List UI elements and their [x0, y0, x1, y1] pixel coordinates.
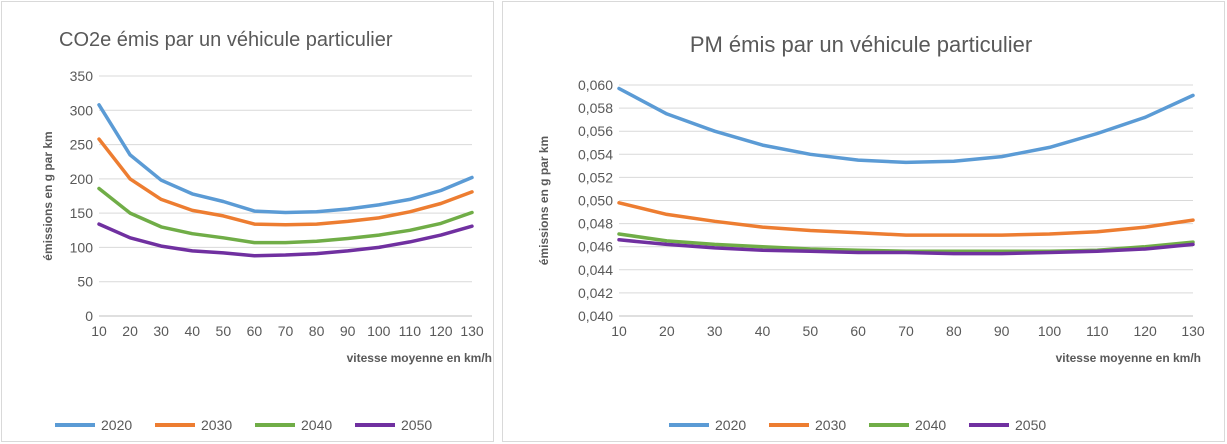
x-tick-label: 40 [184, 323, 200, 339]
chart-title: PM émis par un véhicule particulier [690, 32, 1032, 57]
legend-label: 2030 [815, 417, 846, 433]
y-tick-label: 0,042 [578, 285, 613, 301]
y-tick-label: 0,048 [578, 216, 613, 232]
series-line-2040 [97, 186, 474, 245]
legend-label: 2020 [101, 417, 132, 433]
legend-label: 2050 [1015, 417, 1046, 433]
x-tick-label: 60 [247, 323, 263, 339]
x-tick-label: 90 [994, 323, 1010, 339]
x-tick-label: 130 [1181, 323, 1205, 339]
x-tick-label: 60 [850, 323, 866, 339]
x-tick-label: 70 [898, 323, 914, 339]
legend-label: 2050 [401, 417, 432, 433]
x-tick-label: 10 [611, 323, 627, 339]
x-tick-label: 20 [122, 323, 138, 339]
y-tick-label: 100 [70, 239, 94, 255]
x-tick-label: 100 [1038, 323, 1062, 339]
y-tick-label: 0,056 [578, 123, 613, 139]
co2-chart-panel: CO2e émis par un véhicule particulier 0 50… [1, 1, 494, 442]
y-tick-label: 0,054 [578, 146, 613, 162]
y-tick-label: 0,044 [578, 262, 613, 278]
x-tick-label: 130 [460, 323, 484, 339]
series-line-2050 [617, 238, 1195, 256]
series-line-2020 [97, 103, 474, 215]
x-axis-title: vitesse moyenne en km/h [347, 351, 492, 365]
pm-chart-panel: PM émis par un véhicule particulier 0,040… [502, 1, 1225, 442]
series-line-2020 [617, 86, 1195, 165]
legend-label: 2040 [915, 417, 946, 433]
y-axis-title: émissions en g par km [41, 131, 55, 260]
y-tick-label: 0,046 [578, 239, 613, 255]
y-tick-label: 150 [70, 205, 94, 221]
chart-title: CO2e émis par un véhicule particulier [59, 29, 393, 51]
x-tick-label: 90 [340, 323, 356, 339]
legend-label: 2020 [715, 417, 746, 433]
co2-chart: CO2e émis par un véhicule particulier 0 50… [41, 29, 492, 433]
x-tick-label: 120 [429, 323, 453, 339]
x-tick-label: 80 [946, 323, 962, 339]
x-tick-label: 110 [399, 323, 422, 339]
legend-label: 2040 [301, 417, 332, 433]
x-tick-label: 100 [367, 323, 391, 339]
x-tick-label: 30 [707, 323, 723, 339]
x-tick-label: 10 [91, 323, 107, 339]
y-tick-label: 350 [70, 68, 94, 84]
y-tick-label: 0,060 [578, 77, 613, 93]
pm-chart: PM émis par un véhicule particulier 0,040… [537, 32, 1205, 433]
y-tick-label: 0,058 [578, 100, 613, 116]
series-line-2030 [97, 137, 474, 227]
y-tick-label: 250 [70, 137, 94, 153]
y-tick-label: 300 [70, 102, 94, 118]
x-tick-label: 110 [1086, 323, 1109, 339]
y-tick-label: 0,050 [578, 193, 613, 209]
x-tick-label: 50 [216, 323, 232, 339]
x-tick-label: 120 [1133, 323, 1157, 339]
y-tick-label: 50 [77, 274, 93, 290]
legend-label: 2030 [201, 417, 232, 433]
x-axis-title: vitesse moyenne en km/h [1056, 351, 1201, 365]
y-axis-title: émissions en g par km [537, 136, 551, 265]
x-tick-label: 30 [153, 323, 169, 339]
y-tick-label: 0 [85, 308, 93, 324]
series-line-2050 [97, 222, 474, 258]
y-tick-label: 200 [70, 171, 94, 187]
y-tick-label: 0,052 [578, 169, 613, 185]
x-tick-label: 70 [278, 323, 294, 339]
x-tick-label: 50 [803, 323, 819, 339]
x-tick-label: 80 [309, 323, 325, 339]
x-tick-label: 20 [659, 323, 675, 339]
series-line-2030 [617, 201, 1195, 237]
x-tick-label: 40 [755, 323, 771, 339]
y-tick-label: 0,040 [578, 308, 613, 324]
